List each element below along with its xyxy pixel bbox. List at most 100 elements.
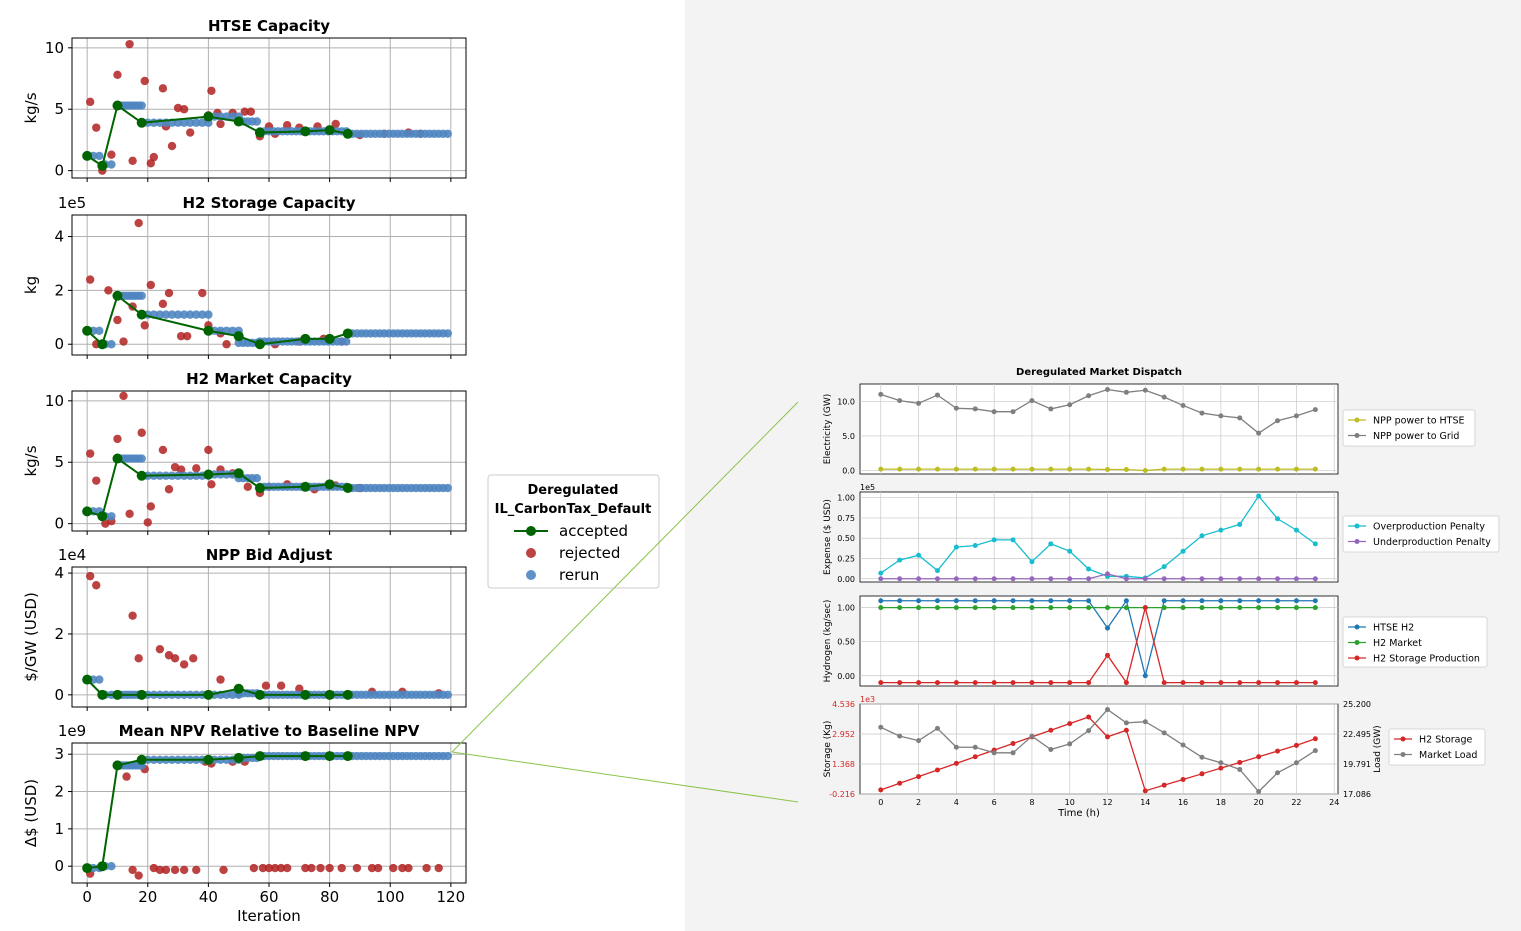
rejected-point	[189, 654, 198, 663]
accepted-point	[342, 689, 353, 700]
x-tick-label: 6	[992, 798, 997, 807]
rerun-point	[107, 160, 116, 169]
x-tick-label: 100	[376, 888, 405, 906]
series-point	[1123, 720, 1129, 726]
series-point	[1105, 467, 1111, 472]
rerun-point	[192, 310, 201, 319]
rejected-point	[398, 863, 407, 873]
rejected-point	[337, 863, 346, 873]
series-line	[880, 494, 1316, 579]
rejected-point	[128, 156, 137, 166]
series-point	[1010, 537, 1016, 543]
rejected-point	[331, 119, 340, 129]
series-point	[1086, 680, 1092, 686]
x-tick-label: 20	[138, 888, 157, 906]
series-point	[1067, 721, 1073, 727]
series-point	[1048, 576, 1054, 582]
series-point	[1067, 741, 1073, 747]
series-point	[1256, 466, 1262, 472]
series-point	[1199, 533, 1205, 539]
series-point	[1086, 393, 1092, 399]
x-tick-label: 10	[1065, 798, 1075, 807]
rejected-point	[137, 428, 146, 437]
series-point	[991, 466, 997, 472]
axis-exponent: 1e9	[58, 722, 86, 740]
chart-title: HTSE Capacity	[208, 17, 330, 35]
rejected-point	[107, 150, 116, 159]
y-axis-label-right: Load (GW)	[1373, 725, 1383, 772]
x-tick-label: 60	[259, 888, 278, 906]
series-point	[1010, 576, 1016, 582]
series-point	[1123, 389, 1129, 395]
legend-rejected-label: rejected	[559, 544, 620, 562]
accepted-point	[112, 453, 123, 464]
series-point	[934, 605, 940, 611]
legend-marker	[1354, 539, 1360, 544]
rejected-point	[104, 286, 113, 295]
series-point	[1123, 680, 1129, 686]
y-tick-label-right: 25.200	[1343, 700, 1371, 709]
rejected-point	[113, 434, 122, 444]
legend-title-line1: Deregulated	[528, 483, 619, 498]
series-point	[934, 466, 940, 472]
series-point	[1048, 466, 1054, 472]
y-tick-label: 1	[54, 820, 64, 838]
rejected-point	[216, 675, 225, 684]
accepted-point	[300, 751, 311, 762]
rerun-point	[443, 483, 453, 493]
accepted-point	[203, 325, 214, 336]
series-point	[1275, 748, 1281, 754]
axis-exponent: 1e5	[58, 194, 86, 212]
rerun-point	[95, 151, 104, 161]
legend-frame	[1388, 728, 1486, 766]
x-tick-label: 80	[320, 888, 339, 906]
dispatch-legend-2: Overproduction Penalty Underproduction Pe…	[1342, 515, 1500, 553]
series-point	[916, 400, 922, 406]
series-point	[934, 725, 940, 731]
series-point	[1237, 766, 1243, 772]
series-point	[1067, 598, 1073, 604]
series-point	[972, 406, 978, 412]
legend-accepted-marker	[526, 526, 536, 536]
y-tick-label: 0	[54, 162, 64, 180]
accepted-point	[300, 481, 311, 492]
legend-label: NPP power to HTSE	[1373, 416, 1465, 427]
series-point	[1161, 598, 1167, 604]
series-line	[880, 388, 1316, 434]
x-tick-label: 24	[1329, 798, 1339, 807]
rejected-point	[164, 288, 174, 298]
accepted-point	[342, 751, 353, 762]
series-point	[991, 750, 997, 756]
series-point	[1293, 680, 1299, 686]
series-point	[1218, 598, 1224, 604]
series-point	[953, 760, 959, 766]
y-axis-label: Electricity (GW)	[823, 394, 833, 464]
accepted-point	[112, 100, 123, 111]
series-point	[1086, 728, 1092, 734]
series-point	[1293, 742, 1299, 748]
rerun-point	[95, 675, 104, 684]
series-point	[1029, 398, 1035, 404]
series-point	[1029, 680, 1035, 686]
series-point	[1048, 406, 1054, 412]
series-point	[1275, 516, 1281, 522]
legend-marker	[1354, 640, 1360, 645]
accepted-point	[342, 483, 353, 494]
rerun-point	[222, 690, 231, 700]
rejected-point	[179, 105, 189, 114]
y-axis-label: Δ$ (USD)	[22, 779, 40, 847]
y-axis-label: kg/s	[22, 445, 40, 476]
y-tick-label: 0	[54, 857, 64, 875]
series-point	[953, 405, 959, 411]
series-point	[878, 391, 884, 397]
y-tick-label: 2	[54, 783, 64, 801]
series-point	[1256, 576, 1262, 582]
legend-label: H2 Storage Production	[1373, 654, 1480, 665]
legend-accepted-label: accepted	[559, 522, 628, 540]
series-point	[897, 557, 903, 563]
rerun-point	[173, 118, 183, 127]
series-point	[934, 598, 940, 604]
series-point	[1218, 760, 1224, 766]
rejected-point	[243, 482, 252, 491]
series-point	[1067, 680, 1073, 686]
